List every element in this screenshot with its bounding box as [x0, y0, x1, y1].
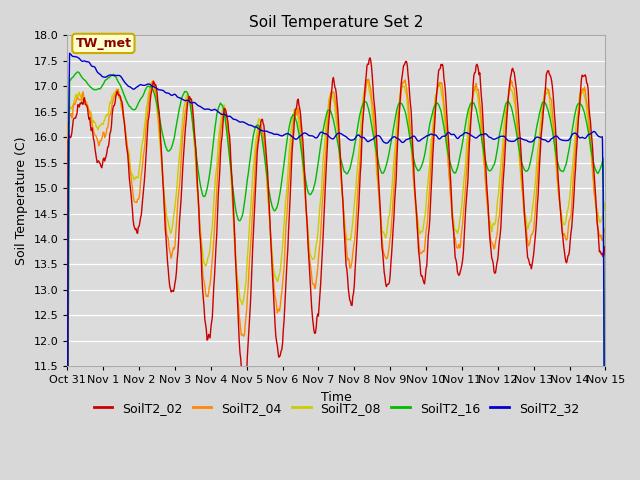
Title: Soil Temperature Set 2: Soil Temperature Set 2: [249, 15, 424, 30]
Y-axis label: Soil Temperature (C): Soil Temperature (C): [15, 137, 28, 265]
Text: TW_met: TW_met: [76, 37, 131, 50]
X-axis label: Time: Time: [321, 391, 352, 404]
Legend: SoilT2_02, SoilT2_04, SoilT2_08, SoilT2_16, SoilT2_32: SoilT2_02, SoilT2_04, SoilT2_08, SoilT2_…: [88, 396, 584, 420]
